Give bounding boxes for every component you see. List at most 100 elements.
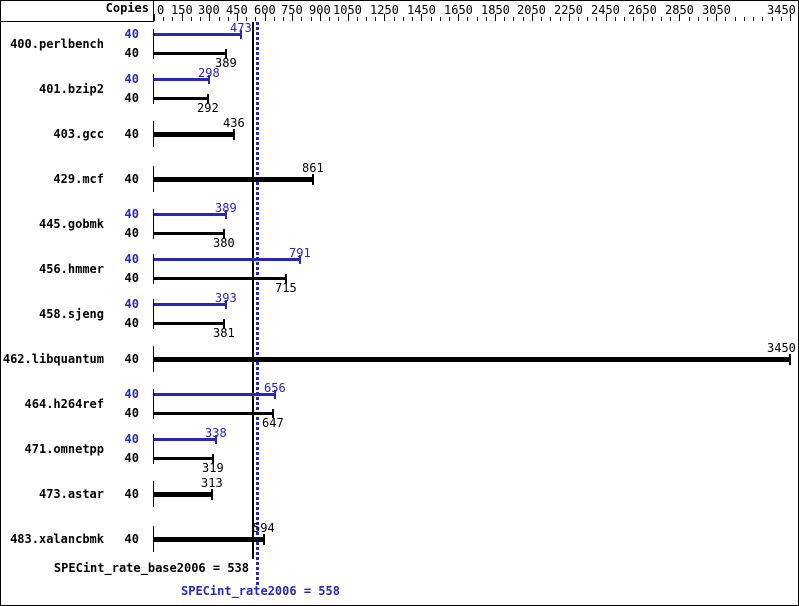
base-bar-cap [207,94,209,103]
base-bar-cap [272,409,274,418]
x-axis-minor-tick [403,17,404,21]
base-bar [154,457,213,460]
header-underline [1,21,154,22]
base-value-label: 3450 [767,341,796,355]
x-axis-minor-tick [541,17,542,21]
x-axis-tick-label: 2450 [591,3,620,17]
x-axis-tick-label: 0 [157,3,165,17]
row-axis-line [153,29,154,59]
copies-value: 40 [124,27,139,41]
x-axis-major-tick [569,14,570,21]
base-value-label: 389 [215,56,237,70]
copies-value: 40 [124,487,139,501]
x-axis-minor-tick [587,17,588,21]
copies-value: 40 [124,316,139,330]
peak-value-label: 473 [230,21,252,35]
x-axis-minor-tick [172,17,173,21]
x-axis-tick-label: 900 [309,3,331,17]
base-bar [154,412,273,415]
x-axis-minor-tick [191,17,192,21]
base-value-label: 313 [201,476,223,490]
base-value-label: 647 [262,416,284,430]
x-axis-minor-tick [578,17,579,21]
benchmark-label: 400.perlbench [10,37,104,51]
x-axis-minor-tick [467,17,468,21]
copies-value: 40 [124,532,139,546]
x-axis-minor-tick [366,17,367,21]
base-value-label: 436 [223,116,245,130]
x-axis-minor-tick [670,17,671,21]
x-axis-minor-tick [246,17,247,21]
row-axis-line [153,389,154,419]
peak-bar-cap [299,255,301,264]
peak-reference-line [256,22,259,585]
base-bar [154,492,212,497]
copies-value: 40 [124,46,139,60]
benchmark-label: 445.gobmk [38,217,104,231]
x-axis-tick-label: 750 [281,3,303,17]
peak-value-label: 393 [215,291,237,305]
peak-value-label: 656 [264,381,286,395]
peak-bar-cap [215,435,217,444]
base-bar [154,357,790,362]
x-axis-minor-tick [624,17,625,21]
x-axis-major-tick [384,14,385,21]
x-axis-minor-tick [661,17,662,21]
base-bar [154,132,234,137]
x-axis-minor-tick [255,17,256,21]
peak-bar [154,303,226,306]
copies-value: 40 [124,387,139,401]
x-axis-minor-tick [615,17,616,21]
benchmark-label: 429.mcf [53,172,104,186]
x-axis-minor-tick [412,17,413,21]
header-divider-line [153,1,154,22]
x-axis-major-tick [532,14,533,21]
base-bar [154,232,224,235]
x-axis-minor-tick [513,17,514,21]
copies-value: 40 [124,432,139,446]
row-axis-line [153,121,154,147]
base-reference-line [252,22,254,559]
x-axis-tick-label: 2050 [517,3,546,17]
x-axis-minor-tick [394,17,395,21]
benchmark-label: 473.astar [38,487,104,501]
x-axis-minor-tick [550,17,551,21]
x-axis-minor-tick [431,17,432,21]
base-value-label: 319 [202,461,224,475]
base-bar-cap [223,229,225,238]
copies-value: 40 [124,172,139,186]
benchmark-label: 458.sjeng [38,307,104,321]
base-bar-cap [211,489,213,500]
base-value-label: 861 [302,161,324,175]
copies-value: 40 [124,127,139,141]
x-axis-minor-tick [219,17,220,21]
base-bar-cap [225,49,227,58]
x-axis-minor-tick [283,17,284,21]
x-axis-tick-label: 1650 [444,3,473,17]
x-axis-tick-label: 1450 [407,3,436,17]
row-axis-line [153,166,154,192]
peak-bar-cap [225,210,227,219]
benchmark-label: 401.bzip2 [38,82,104,96]
x-axis: 0 150 300 450 600 750 900 1050 1250 1450 1650 1850 2… [1,1,798,22]
x-axis-minor-tick [329,17,330,21]
x-axis-minor-tick [274,17,275,21]
x-axis-minor-tick [449,17,450,21]
benchmark-label: 483.xalancbmk [10,532,104,546]
base-bar [154,52,226,55]
x-axis-tick-label: 150 [171,3,193,17]
x-axis-minor-tick [477,17,478,21]
x-axis-minor-tick [633,17,634,21]
x-axis-minor-tick [311,17,312,21]
peak-bar [154,78,209,81]
x-axis-major-tick [458,14,459,21]
peak-bar-cap [225,300,227,309]
base-bar [154,97,208,100]
benchmark-label: 456.hmmer [38,262,104,276]
base-bar [154,322,224,325]
x-axis-minor-tick [698,17,699,21]
base-bar-cap [233,129,235,140]
copies-value: 40 [124,271,139,285]
x-axis-major-tick [154,14,155,21]
base-bar [154,537,264,542]
